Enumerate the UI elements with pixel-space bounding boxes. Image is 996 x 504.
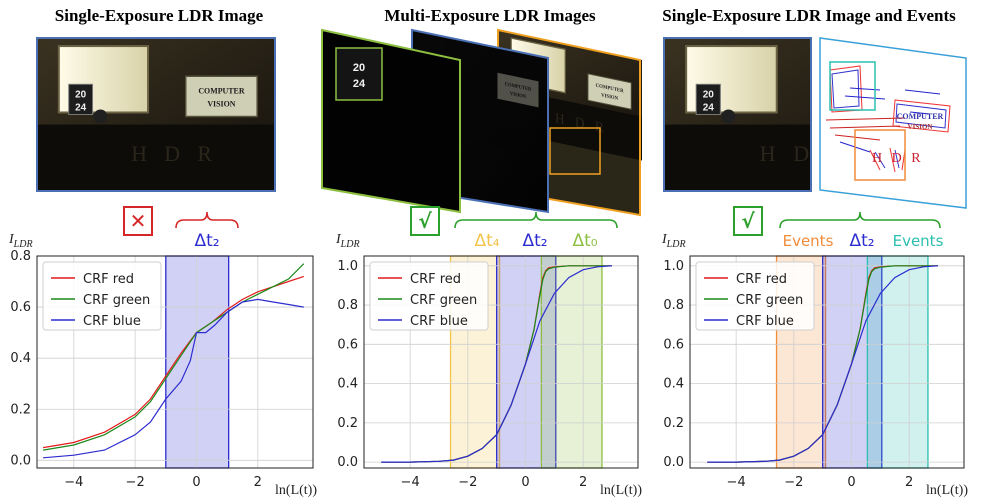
interval-band [540,255,603,469]
x-tick-label: 2 [905,475,913,490]
y-tick-label: 0.4 [10,351,31,366]
y-tick-label: 0.6 [663,337,684,352]
svg-text:VISION: VISION [908,123,933,131]
check-icon: √ [418,209,432,233]
x-tick-label: −2 [126,475,145,490]
panel-title-multi-exposure: Multi-Exposure LDR Images [384,6,596,25]
series-line-blue [381,265,613,463]
x-tick-label: −4 [401,475,420,490]
y-axis-label: ILDR [661,232,686,250]
interval-label: Δt₂ [849,231,874,251]
panel-title-single-exposure: Single-Exposure LDR Image [54,6,264,25]
check-icon: √ [741,209,755,233]
legend-label: CRF green [410,293,477,308]
ldr-photo-stack: COMPUTER VISION 20 24 [321,28,643,217]
x-tick-label: 2 [254,475,262,490]
y-tick-label: 0.2 [663,416,684,431]
x-axis-label: ln(L(t)) [600,483,642,498]
interval-label: Δt₂ [194,231,219,251]
y-tick-label: 0.0 [337,455,358,470]
legend: CRF red CRF green CRF blue [695,261,815,331]
y-tick-label: 0.0 [663,455,684,470]
y-axis-label: ILDR [8,232,33,250]
series-line-blue [707,265,939,463]
x-tick-label: −4 [64,475,83,490]
y-tick-label: 0.2 [10,402,31,417]
y-tick-label: 1.0 [663,259,684,274]
verdict-box [733,206,763,236]
y-tick-label: 1.0 [337,259,358,274]
verdict-box [410,206,440,236]
panel-title-events: Single-Exposure LDR Image and Events [662,6,956,25]
legend-label: CRF green [736,293,803,308]
svg-text:VISION: VISION [510,92,527,101]
y-axis-label: ILDR [335,232,360,250]
x-tick-label: 0 [847,475,855,490]
interval-band [866,255,929,469]
interval-bracket [779,211,941,229]
y-tick-label: 0.8 [337,298,358,313]
interval-bracket [454,211,618,229]
legend: CRF red CRF green CRF blue [369,261,489,331]
event-frame: COMPUTER VISION H D R [819,37,967,209]
svg-text:H D R: H D R [872,151,924,166]
y-tick-label: 0.6 [337,337,358,352]
x-tick-label: −2 [784,475,803,490]
svg-text:20: 20 [353,62,365,74]
chart-3: −4 −2 0 2 0.0 0.2 0.4 0.6 0.8 1.0 ILDR ln(L(t)) CRF … [661,232,968,498]
interval-label: Δt₂ [522,231,547,251]
plot-frame [689,255,965,469]
y-tick-label: 0.6 [10,300,31,315]
legend-label: CRF blue [83,314,141,329]
legend-box [42,261,162,331]
cross-icon: ✕ [130,209,147,233]
legend-label: CRF green [83,293,150,308]
interval-bracket [175,211,239,229]
events-highlight-bright [829,61,876,111]
legend: CRF red CRF green CRF blue [42,261,162,331]
verdict-mark-2: √ [410,206,440,236]
legend-box [695,261,815,331]
interval-label: Events [893,232,944,250]
y-tick-label: 0.8 [663,298,684,313]
interval-label: Δt₄ [474,231,499,251]
y-tick-label: 0.8 [10,249,31,264]
x-tick-label: 2 [579,475,587,490]
interval-label: Δt₀ [572,231,597,251]
verdict-box [123,206,153,236]
svg-text:COMPUTER: COMPUTER [505,82,532,93]
legend-label: CRF blue [736,314,794,329]
legend-label: CRF red [83,272,134,287]
legend-label: CRF red [410,272,461,287]
chart-2: −4 −2 0 2 0.0 0.2 0.4 0.6 0.8 1.0 ILDR ln(L(t)) CRF … [335,232,642,498]
x-axis-label: ln(L(t)) [275,483,317,498]
y-tick-label: 0.0 [10,453,31,468]
y-tick-label: 0.4 [663,377,684,392]
ldr-photo-with-events [663,37,812,192]
x-tick-label: 0 [521,475,529,490]
y-tick-label: 0.4 [337,377,358,392]
x-tick-label: −2 [458,475,477,490]
verdict-mark-1: ✕ [123,206,153,236]
highlight-box-dark-region [549,127,601,175]
svg-text:COMPUTER: COMPUTER [897,112,944,121]
plot-frame [363,255,639,469]
verdict-mark-3: √ [733,206,763,236]
ldr-photo-single [36,37,276,192]
legend-label: CRF blue [410,314,468,329]
series-line-blue [43,298,304,459]
svg-text:24: 24 [353,78,366,90]
y-tick-label: 0.2 [337,416,358,431]
interval-label: Events [783,232,834,250]
highlight-box-bright-region [335,47,383,101]
x-tick-label: 0 [192,475,200,490]
legend-box [369,261,489,331]
x-axis-label: ln(L(t)) [926,483,968,498]
legend-label: CRF red [736,272,787,287]
plot-frame [36,255,314,469]
x-tick-label: −4 [727,475,746,490]
events-highlight-dark [854,129,906,181]
